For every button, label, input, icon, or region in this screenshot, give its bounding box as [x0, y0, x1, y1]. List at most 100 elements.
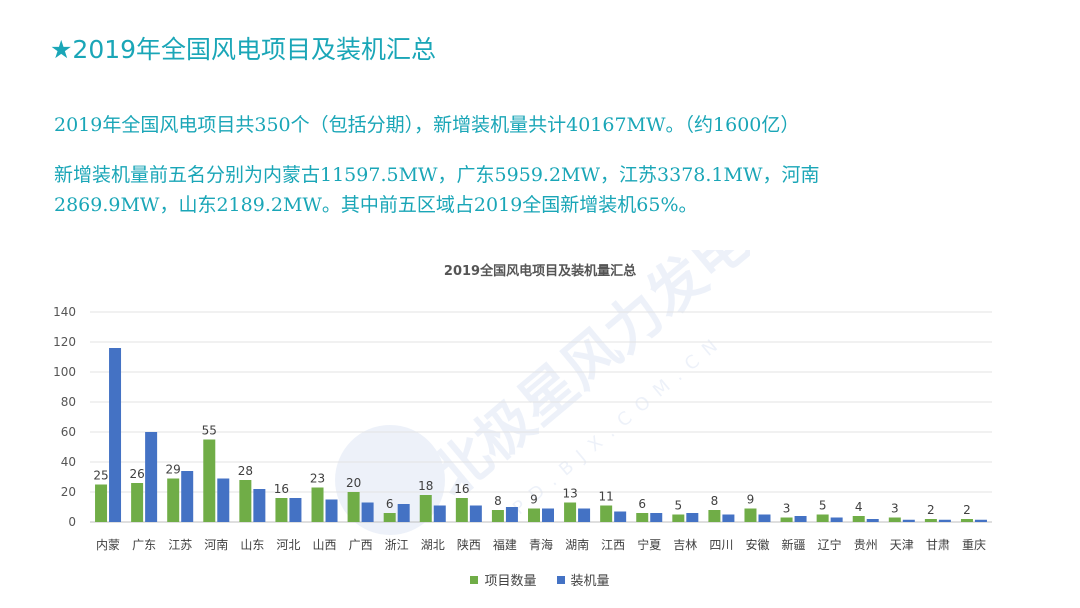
bar-capacity: [217, 478, 230, 522]
bar-projects: [311, 487, 324, 522]
x-tick-label: 广东: [132, 538, 156, 552]
data-label-projects: 13: [562, 487, 577, 501]
x-tick-label: 安徽: [745, 537, 769, 552]
x-tick-label: 山西: [313, 538, 337, 552]
x-tick-label: 甘肃: [926, 538, 950, 552]
bar-projects: [780, 517, 793, 522]
x-tick-label: 河南: [204, 537, 228, 552]
data-label-projects: 23: [310, 472, 325, 486]
data-label-projects: 11: [599, 490, 614, 504]
x-tick-label: 贵州: [854, 538, 878, 552]
bar-capacity: [578, 508, 591, 522]
data-label-projects: 9: [530, 493, 538, 507]
chart-legend: 项目数量 装机量 const data = JSON.parse(documen…: [0, 570, 1080, 589]
y-tick-label: 20: [61, 485, 76, 499]
data-label-projects: 2: [927, 503, 935, 517]
x-tick-label: 湖南: [565, 537, 589, 552]
x-tick-label: 辽宁: [818, 537, 842, 552]
bar-projects: [744, 508, 757, 522]
data-label-projects: 5: [674, 499, 682, 513]
data-label-projects: 9: [747, 493, 755, 507]
data-label-projects: 6: [638, 497, 646, 511]
data-label-projects: 8: [711, 494, 719, 508]
y-tick-label: 0: [68, 515, 76, 529]
bar-capacity: [109, 348, 122, 522]
bar-capacity: [614, 511, 627, 522]
legend-item-capacity: 装机量: [556, 570, 610, 589]
x-tick-label: 山东: [240, 538, 264, 552]
x-tick-label: 江苏: [168, 538, 192, 552]
data-label-projects: 16: [274, 482, 289, 496]
x-tick-label: 青海: [529, 537, 553, 552]
bar-projects: [275, 498, 288, 522]
bar-projects: [167, 478, 180, 522]
y-tick-label: 100: [53, 365, 76, 379]
bar-capacity: [866, 519, 879, 522]
slide-title: ★2019年全国风电项目及装机汇总: [50, 35, 437, 64]
bar-projects: [239, 480, 252, 522]
data-label-projects: 4: [855, 500, 863, 514]
x-tick-label: 福建: [493, 537, 517, 552]
bar-capacity: [145, 432, 158, 522]
bar-capacity: [794, 516, 807, 522]
x-tick-label: 吉林: [673, 538, 697, 552]
data-label-projects: 3: [783, 502, 791, 516]
x-tick-label: 江西: [601, 538, 625, 552]
bar-capacity: [830, 517, 843, 522]
bar-projects: [528, 508, 540, 522]
data-label-projects: 25: [93, 469, 108, 483]
bar-projects: [383, 513, 396, 522]
x-tick-label: 四川: [709, 538, 733, 552]
data-label-projects: 2: [963, 503, 971, 517]
legend-label-capacity: 装机量: [570, 574, 610, 589]
y-tick-label: 40: [61, 455, 76, 469]
bar-projects: [564, 502, 577, 522]
bar-capacity: [650, 513, 663, 522]
x-tick-label: 宁夏: [637, 537, 661, 552]
data-label-projects: 26: [129, 467, 144, 481]
data-label-projects: 55: [202, 424, 217, 438]
bar-capacity: [289, 498, 302, 522]
bar-projects: [960, 519, 973, 522]
bar-projects: [131, 483, 144, 522]
x-tick-label: 河北: [276, 538, 300, 552]
bar-capacity: [722, 514, 735, 522]
x-tick-label: 重庆: [962, 538, 986, 552]
data-label-projects: 18: [418, 479, 433, 493]
top-five-paragraph: 新增装机量前五名分别为内蒙古11597.5MW，广东5959.2MW，江苏337…: [54, 164, 820, 216]
bar-projects: [816, 514, 829, 522]
data-label-projects: 29: [166, 463, 181, 477]
x-tick-label: 湖北: [421, 537, 445, 552]
bar-capacity: [469, 505, 482, 522]
bar-projects: [672, 514, 685, 522]
summary-paragraph: 2019年全国风电项目共350个（包括分期），新增装机量共计40167MW。（约…: [54, 114, 800, 136]
legend-label-projects: 项目数量: [484, 574, 537, 589]
data-label-projects: 16: [454, 482, 469, 496]
x-tick-label: 广西: [349, 538, 373, 552]
legend-swatch-capacity: [556, 575, 565, 584]
bar-projects: [95, 484, 108, 522]
x-tick-label: 新疆: [782, 537, 806, 552]
bar-projects: [888, 517, 901, 522]
bar-projects: [636, 513, 649, 522]
bar-capacity: [325, 499, 338, 522]
data-label-projects: 3: [891, 502, 899, 516]
bar-capacity: [253, 489, 266, 522]
bar-capacity: [433, 505, 446, 522]
data-label-projects: 28: [238, 464, 253, 478]
y-tick-label: 120: [53, 335, 76, 349]
y-tick-label: 80: [61, 395, 76, 409]
bar-projects: [455, 498, 468, 522]
bar-capacity: [686, 513, 699, 522]
bar-capacity: [758, 514, 771, 522]
bar-capacity: [361, 502, 374, 522]
legend-item-projects: 项目数量: [470, 570, 537, 589]
bar-projects: [347, 492, 360, 522]
bar-capacity: [938, 519, 951, 522]
bar-capacity: [181, 471, 194, 522]
bar-projects: [419, 495, 432, 522]
x-tick-label: 内蒙: [96, 538, 120, 552]
chart-title: 2019全国风电项目及装机量汇总: [443, 264, 637, 279]
bar-projects: [491, 510, 504, 522]
x-tick-label: 天津: [890, 538, 914, 552]
